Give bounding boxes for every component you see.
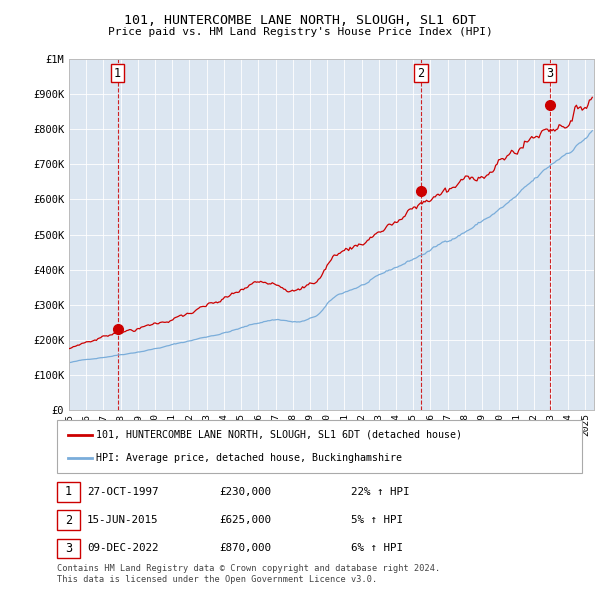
Text: 1: 1: [114, 67, 121, 80]
Text: 6% ↑ HPI: 6% ↑ HPI: [351, 543, 403, 553]
Text: 101, HUNTERCOMBE LANE NORTH, SLOUGH, SL1 6DT: 101, HUNTERCOMBE LANE NORTH, SLOUGH, SL1…: [124, 14, 476, 27]
Text: £870,000: £870,000: [219, 543, 271, 553]
Text: HPI: Average price, detached house, Buckinghamshire: HPI: Average price, detached house, Buck…: [96, 453, 402, 463]
Text: 3: 3: [65, 542, 72, 555]
Text: 15-JUN-2015: 15-JUN-2015: [87, 515, 158, 525]
Text: 2: 2: [65, 513, 72, 527]
Text: 27-OCT-1997: 27-OCT-1997: [87, 487, 158, 497]
Text: 09-DEC-2022: 09-DEC-2022: [87, 543, 158, 553]
Text: 2: 2: [418, 67, 425, 80]
Text: 101, HUNTERCOMBE LANE NORTH, SLOUGH, SL1 6DT (detached house): 101, HUNTERCOMBE LANE NORTH, SLOUGH, SL1…: [96, 430, 462, 440]
Text: 1: 1: [65, 485, 72, 499]
Text: 5% ↑ HPI: 5% ↑ HPI: [351, 515, 403, 525]
Text: This data is licensed under the Open Government Licence v3.0.: This data is licensed under the Open Gov…: [57, 575, 377, 584]
Text: £230,000: £230,000: [219, 487, 271, 497]
Text: 22% ↑ HPI: 22% ↑ HPI: [351, 487, 409, 497]
Text: Price paid vs. HM Land Registry's House Price Index (HPI): Price paid vs. HM Land Registry's House …: [107, 27, 493, 37]
Text: £625,000: £625,000: [219, 515, 271, 525]
Text: 3: 3: [547, 67, 553, 80]
Text: Contains HM Land Registry data © Crown copyright and database right 2024.: Contains HM Land Registry data © Crown c…: [57, 565, 440, 573]
